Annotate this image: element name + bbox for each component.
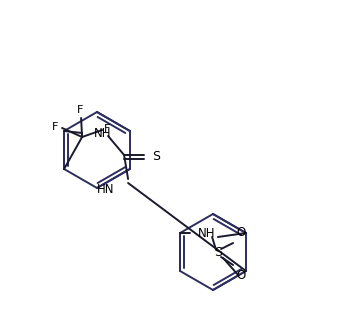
Text: NH: NH [198, 226, 216, 240]
Text: HN: HN [97, 183, 114, 196]
Text: O: O [236, 226, 245, 239]
Text: O: O [236, 269, 245, 282]
Text: S: S [152, 149, 160, 163]
Text: NH: NH [94, 127, 111, 139]
Text: F: F [77, 105, 83, 115]
Text: F: F [104, 124, 110, 134]
Text: F: F [52, 122, 58, 132]
Text: S: S [214, 247, 222, 260]
